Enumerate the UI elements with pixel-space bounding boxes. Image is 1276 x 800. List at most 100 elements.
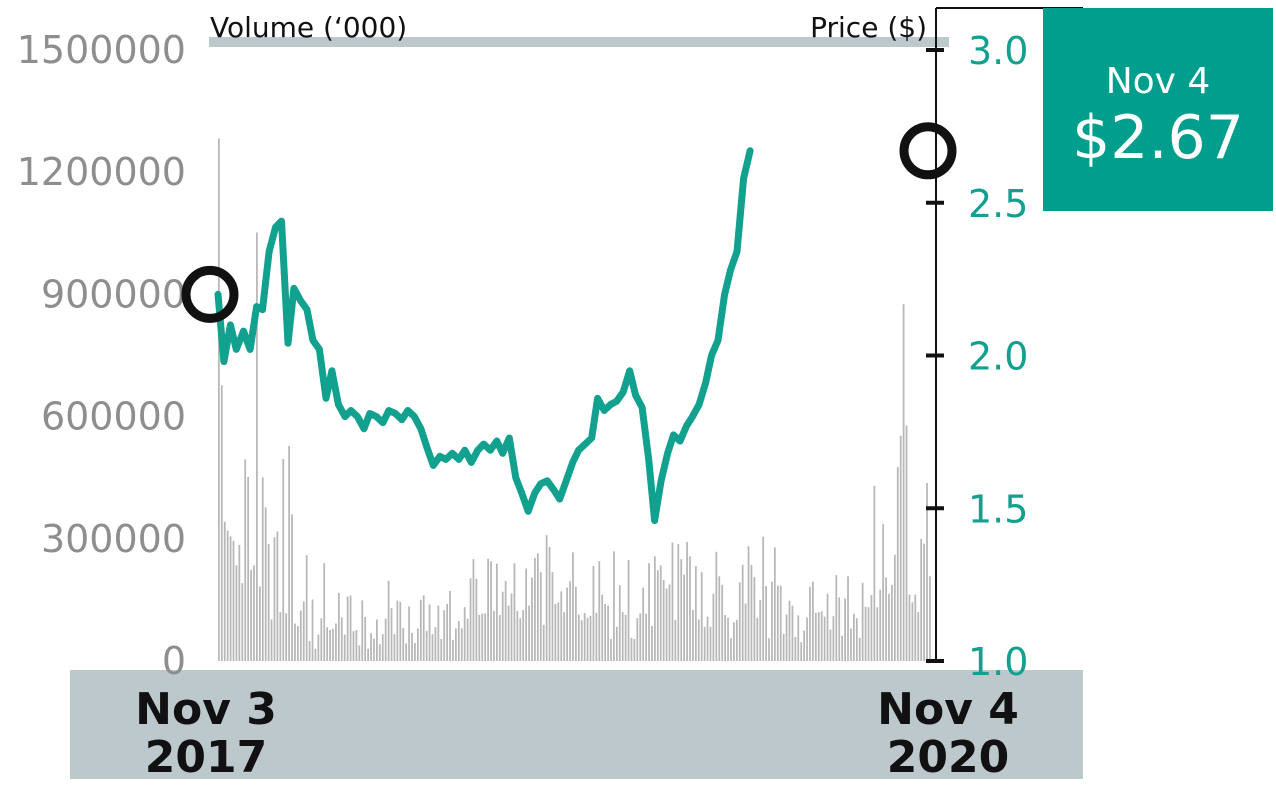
volume-bar [510, 593, 513, 661]
volume-bar [294, 623, 296, 661]
volume-bar [390, 608, 393, 661]
volume-bar [692, 610, 694, 661]
volume-bar [639, 613, 642, 661]
volume-bar [756, 617, 759, 661]
volume-bar [864, 606, 867, 661]
volume-bar [218, 138, 220, 661]
volume-bar [586, 617, 589, 661]
volume-bar [595, 612, 598, 661]
volume-bar [416, 628, 419, 661]
volume-bar [814, 612, 817, 661]
volume-bar [768, 638, 770, 661]
volume-bar [577, 614, 580, 661]
volume-bar [610, 639, 612, 661]
volume-bar [765, 586, 767, 661]
volume-bar [598, 561, 601, 661]
price-line [214, 147, 754, 524]
volume-bar [832, 616, 835, 661]
volume-bar [457, 621, 460, 661]
volume-bar [636, 618, 639, 661]
volume-bar [267, 544, 270, 661]
volume-bar [387, 580, 390, 661]
volume-bar [583, 612, 586, 661]
right-axis-label: Price ($) [810, 11, 927, 44]
volume-bar [750, 564, 753, 661]
volume-bar [384, 618, 387, 661]
volume-bar [519, 618, 522, 661]
volume-bar [715, 551, 718, 661]
volume-bar [601, 594, 604, 661]
volume-bar [920, 538, 923, 661]
volume-bar [273, 537, 276, 661]
volume-bar [226, 530, 229, 661]
volume-bar [320, 618, 323, 661]
volume-bar [709, 626, 712, 661]
volume-bar [329, 630, 331, 661]
volume-bar [487, 558, 489, 661]
volume-bar [812, 581, 814, 661]
volume-bar [733, 622, 735, 661]
volume-bar [282, 458, 285, 661]
volume-bar [671, 542, 674, 661]
volume-bar [411, 632, 413, 661]
volume-bar [414, 643, 416, 661]
volume-bar [727, 617, 729, 661]
volume-bar [569, 581, 571, 661]
volume-bar [785, 614, 788, 661]
volume-bar [879, 589, 882, 661]
volume-bar [926, 483, 928, 661]
volume-bar [431, 634, 434, 661]
volume-bar [861, 582, 864, 661]
volume-bar [314, 648, 317, 661]
volume-bar [220, 385, 223, 661]
volume-bar [305, 555, 308, 661]
volume-bar [522, 610, 525, 661]
volume-bar [472, 559, 475, 661]
volume-bar [326, 627, 329, 661]
volume-bar [665, 588, 668, 661]
volume-bar [806, 617, 808, 661]
volume-bar [800, 642, 803, 661]
volume-bar [542, 624, 545, 661]
volume-bar [668, 584, 671, 661]
volume-bar [428, 604, 431, 661]
volume-bar [659, 565, 662, 661]
volume-bar [402, 628, 405, 661]
volume-bar [516, 610, 519, 661]
left-axis-ticks: 1500000 1200000 900000 600000 300000 0 [17, 28, 186, 683]
volume-bar [352, 631, 355, 661]
volume-bar [580, 620, 583, 661]
price-markers [181, 122, 957, 323]
volume-bar [838, 597, 841, 661]
volume-bar [367, 648, 369, 661]
volume-bar [844, 598, 846, 661]
volume-bar [589, 615, 592, 661]
volume-bar [349, 595, 352, 661]
volume-bar [817, 612, 820, 661]
volume-bar [299, 610, 302, 661]
x-label-start-year: 2017 [145, 732, 267, 783]
volume-bar [376, 619, 378, 661]
volume-bar [820, 611, 823, 661]
volume-bar [753, 577, 756, 661]
volume-bar [399, 601, 402, 661]
callout-date: Nov 4 [1105, 61, 1211, 102]
volume-bar [771, 581, 773, 661]
right-tick-label: 2.5 [968, 182, 1028, 226]
volume-bar [914, 594, 917, 661]
volume-bar [425, 630, 428, 661]
volume-bar [642, 587, 645, 661]
left-tick-label: 300000 [41, 517, 186, 561]
volume-bar [340, 617, 343, 661]
volume-bar [803, 630, 806, 661]
volume-bar [885, 577, 887, 661]
volume-bar [794, 636, 797, 661]
volume-bar [627, 559, 630, 661]
volume-bar [335, 623, 337, 661]
volume-bar [493, 610, 495, 661]
volume-bar [437, 605, 440, 661]
volume-bar [443, 610, 446, 661]
volume-bar [674, 619, 677, 661]
volume-bar [396, 600, 399, 661]
volume-bar [276, 531, 279, 661]
